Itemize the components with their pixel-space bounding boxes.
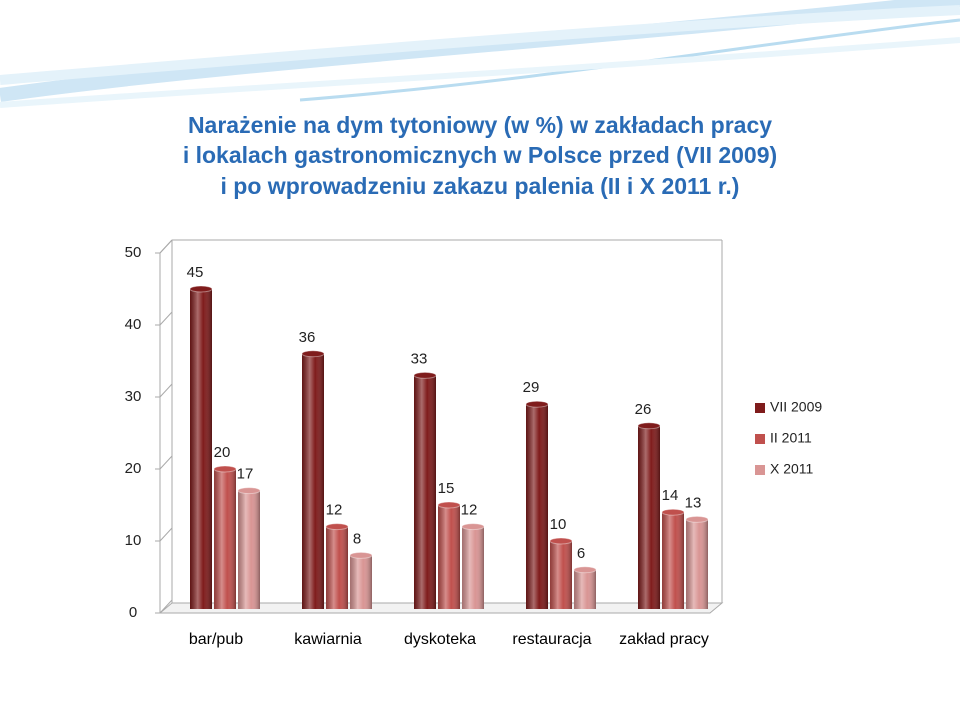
value-label: 12 (461, 502, 478, 519)
value-label: 10 (550, 516, 567, 533)
y-tick-label: 10 (125, 532, 142, 549)
value-label: 29 (523, 379, 540, 396)
bar-cap (549, 537, 573, 545)
bar-cap (573, 566, 597, 574)
bar-shading (414, 375, 436, 609)
tick-mark (159, 599, 173, 614)
value-label: 6 (577, 545, 585, 562)
value-label: 20 (214, 444, 231, 461)
chart-title: i po wprowadzeniu zakazu palenia (II i X… (221, 173, 740, 199)
legend-label: VII 2009 (770, 399, 822, 415)
bar-shading (662, 512, 684, 609)
bar-cap (661, 508, 685, 516)
bar-shading (238, 490, 260, 609)
bar-cap (437, 501, 461, 509)
bar-cap (461, 523, 485, 531)
bar-shading (326, 526, 348, 609)
value-label: 13 (685, 494, 702, 511)
value-label: 17 (237, 466, 254, 483)
legend-swatch (755, 434, 765, 444)
y-tick-label: 40 (125, 316, 142, 333)
tick-mark (159, 527, 173, 542)
value-label: 36 (299, 329, 316, 346)
value-label: 15 (438, 480, 455, 497)
bar-cap (325, 523, 349, 531)
bar-shading (462, 526, 484, 609)
y-tick-label: 20 (125, 460, 142, 477)
x-tick-label: restauracja (512, 631, 591, 648)
bar-shading (214, 469, 236, 609)
tick-mark (159, 383, 173, 398)
bar-shading (574, 569, 596, 609)
x-tick-label: bar/pub (189, 631, 243, 648)
bar-shading (438, 505, 460, 609)
chart-title: i lokalach gastronomicznych w Polsce prz… (183, 142, 777, 168)
value-label: 12 (326, 502, 343, 519)
tick-mark (159, 239, 173, 254)
value-label: 33 (411, 350, 428, 367)
value-label: 45 (187, 264, 204, 281)
bar-shading (526, 404, 548, 609)
tick-mark (159, 311, 173, 326)
y-tick-label: 0 (129, 604, 137, 621)
bar-cap (525, 400, 549, 408)
bar-shading (550, 541, 572, 609)
x-tick-label: dyskoteka (404, 631, 476, 648)
bar-cap (637, 422, 661, 430)
bar-cap (685, 515, 709, 523)
bar-cap (349, 551, 373, 559)
value-label: 26 (635, 401, 652, 418)
chart-title: Narażenie na dym tytoniowy (w %) w zakła… (188, 112, 772, 138)
x-tick-label: zakład pracy (619, 631, 709, 648)
bar-cap (213, 465, 237, 473)
tick-mark (159, 455, 173, 470)
background-swoosh (0, 0, 960, 108)
bar-shading (350, 555, 372, 609)
bar-shading (686, 519, 708, 609)
bar-cap (301, 350, 325, 358)
bar-cap (237, 487, 261, 495)
y-tick-label: 50 (125, 244, 142, 261)
value-label: 8 (353, 530, 361, 547)
bar-shading (190, 289, 212, 609)
legend-label: X 2011 (770, 461, 814, 477)
bar-shading (302, 353, 324, 609)
value-label: 14 (662, 487, 679, 504)
legend-swatch (755, 465, 765, 475)
legend-label: II 2011 (770, 430, 812, 446)
bar-shading (638, 425, 660, 609)
y-tick-label: 30 (125, 388, 142, 405)
legend-swatch (755, 403, 765, 413)
x-tick-label: kawiarnia (294, 631, 362, 648)
bar-cap (413, 371, 437, 379)
bar-cap (189, 285, 213, 293)
